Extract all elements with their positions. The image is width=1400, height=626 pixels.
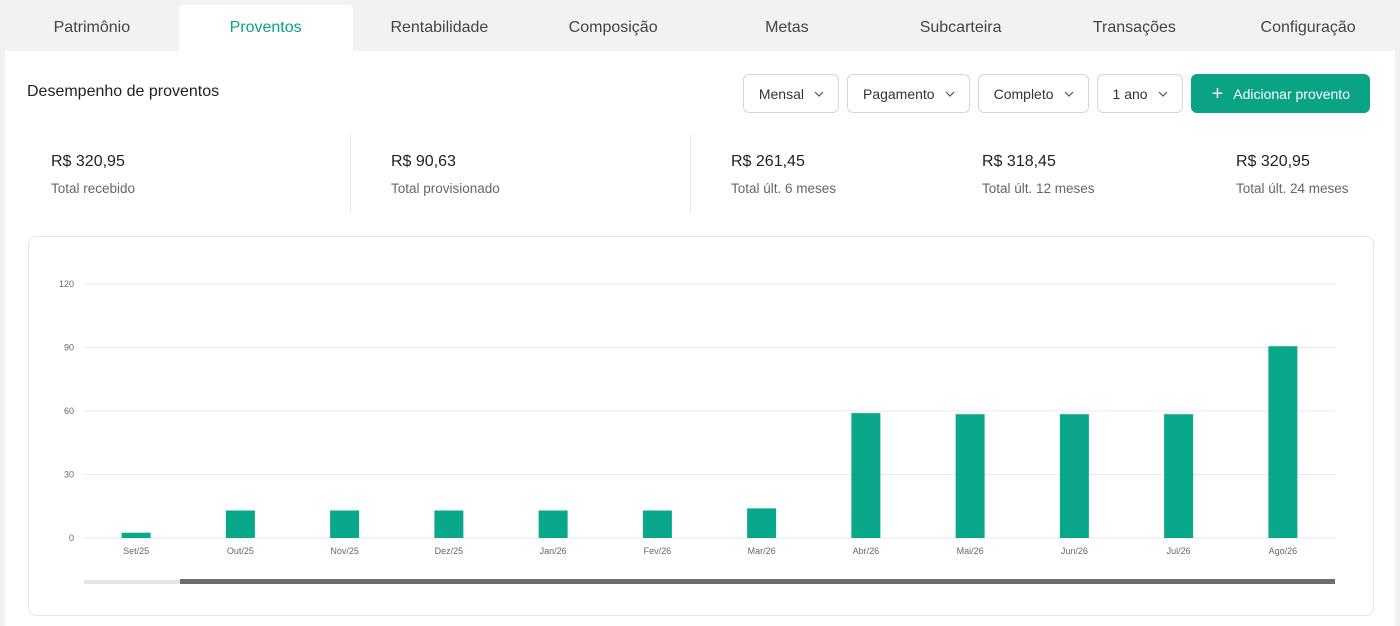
bar-nov-25[interactable] (330, 510, 360, 538)
x-tick-label: Fev/26 (644, 546, 672, 556)
stat-total-provisionado: R$ 90,63 Total provisionado (391, 153, 500, 196)
bar-dez-25[interactable] (434, 510, 464, 538)
add-provento-button[interactable]: + Adicionar proventо (1190, 74, 1370, 113)
stat-label: Total últ. 24 meses (1236, 181, 1349, 196)
chart-scroll-thumb[interactable] (180, 579, 1335, 584)
stat-divider (690, 135, 691, 213)
stat-label: Total últ. 12 meses (982, 181, 1095, 196)
bar-abr-26[interactable] (851, 413, 881, 538)
y-tick-label: 90 (64, 343, 74, 353)
add-provento-label: Adicionar proventо (1233, 85, 1350, 102)
bar-mar-26[interactable] (747, 508, 777, 538)
tab-subcarteira[interactable]: Subcarteira (919, 19, 1002, 36)
stat-total-recebido: R$ 320,95 Total recebido (51, 153, 135, 196)
tab-composicao[interactable]: Composição (568, 19, 658, 36)
chevron-down-icon (1158, 91, 1167, 97)
bar-jun-26[interactable] (1059, 414, 1089, 538)
bar-set-25[interactable] (121, 532, 151, 538)
tab-configuracao[interactable]: Configuração (1260, 19, 1356, 36)
range-select-value: 1 ano (1112, 85, 1148, 102)
y-tick-label: 120 (59, 279, 74, 289)
stat-label: Total recebido (51, 181, 136, 196)
bar-fev-26[interactable] (642, 510, 672, 538)
period-select[interactable]: Mensal (742, 74, 839, 113)
mode-select-value: Completo (993, 85, 1054, 102)
stat-value: R$ 318,45 (982, 153, 1056, 170)
x-tick-label: Mar/26 (748, 546, 776, 556)
y-tick-label: 60 (64, 406, 74, 416)
mode-select[interactable]: Completo (977, 74, 1089, 113)
y-tick-label: 30 (64, 470, 74, 480)
x-tick-label: Nov/25 (330, 546, 359, 556)
stat-value: R$ 320,95 (51, 153, 125, 170)
x-tick-label: Jul/26 (1167, 546, 1191, 556)
stat-total-24-meses: R$ 320,95 Total últ. 24 meses (1236, 153, 1349, 196)
x-tick-label: Set/25 (123, 546, 149, 556)
stats-row: R$ 320,95 Total recebido R$ 90,63 Total … (5, 135, 1395, 215)
tab-metas[interactable]: Metas (765, 19, 809, 36)
plus-icon: + (1211, 82, 1224, 105)
filters-bar: Mensal Pagamento Completo 1 ano + Adicio… (742, 74, 1370, 113)
proventos-bar-chart: 0 30 60 90 120 Set/25 Out/25 Nov/25 Dez/25 Jan/26… (59, 279, 1335, 584)
stat-label: Total provisionado (391, 181, 500, 196)
stat-value: R$ 320,95 (1236, 153, 1310, 170)
x-tick-label: Ago/26 (1269, 546, 1298, 556)
x-tick-label: Out/25 (227, 546, 254, 556)
stat-value: R$ 90,63 (391, 153, 456, 170)
chevron-down-icon (1064, 91, 1073, 97)
tab-patrimonio[interactable]: Patrimônio (53, 19, 131, 36)
bar-ago-26[interactable] (1268, 346, 1298, 538)
tab-rentabilidade[interactable]: Rentabilidade (390, 19, 489, 36)
tab-bar: Patrimônio Proventos Rentabilidade Compo… (5, 5, 1395, 51)
date-type-select-value: Pagamento (862, 85, 935, 102)
tab-proventos[interactable]: Proventos (178, 5, 353, 51)
x-tick-label: Dez/25 (435, 546, 464, 556)
chevron-down-icon (945, 91, 955, 97)
period-select-value: Mensal (758, 85, 804, 102)
stat-total-12-meses: R$ 318,45 Total últ. 12 meses (982, 153, 1095, 196)
stat-label: Total últ. 6 meses (731, 181, 837, 196)
stat-value: R$ 261,45 (731, 153, 805, 170)
date-type-select[interactable]: Pagamento (846, 74, 970, 113)
range-select[interactable]: 1 ano (1096, 74, 1183, 113)
chart-card: 0 30 60 90 120 Set/25 Out/25 Nov/25 Dez/25 Jan/26… (28, 236, 1374, 616)
bar-mai-26[interactable] (955, 414, 985, 538)
x-tick-label: Jun/26 (1061, 546, 1088, 556)
bar-jul-26[interactable] (1164, 414, 1194, 538)
stat-total-6-meses: R$ 261,45 Total últ. 6 meses (731, 153, 836, 196)
x-tick-label: Abr/26 (853, 546, 880, 556)
x-tick-label: Mai/26 (957, 546, 984, 556)
x-tick-label: Jan/26 (540, 546, 567, 556)
stat-divider (350, 135, 351, 213)
tab-transacoes[interactable]: Transações (1092, 19, 1176, 36)
proventos-panel: Desempenho de proventos Mensal Pagamento… (5, 51, 1395, 626)
bar-jan-26[interactable] (538, 510, 568, 538)
y-tick-label: 0 (69, 533, 74, 543)
chevron-down-icon (814, 91, 824, 97)
page-title: Desempenho de proventos (27, 83, 220, 100)
bar-out-25[interactable] (225, 510, 255, 538)
